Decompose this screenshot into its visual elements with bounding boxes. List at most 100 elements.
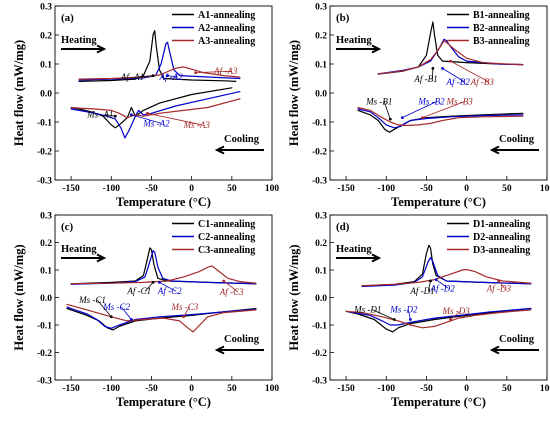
heating-label: Heating <box>61 244 97 255</box>
annotation-label: Af -B1 <box>413 74 437 84</box>
annotation-arrow <box>442 68 465 83</box>
annotation-arrow-head <box>431 66 435 70</box>
y-tick-label: 0.1 <box>315 61 327 71</box>
annotation-label: Ms -C1 <box>78 295 106 305</box>
annotation-label: Af -D1 <box>409 286 434 296</box>
legend-entry: D3-annealing <box>473 245 530 256</box>
panel-label: (b) <box>336 12 350 24</box>
series-b3-annealing-cooling-curve <box>357 106 524 127</box>
annotation-label: Ms -D1 <box>353 305 381 315</box>
x-tick-label: 0 <box>464 384 469 394</box>
annotation-label: Ms -C3 <box>171 302 199 312</box>
y-tick-label: -0.2 <box>312 148 327 158</box>
annotation-arrow <box>138 75 154 78</box>
cooling-arrow <box>214 145 264 155</box>
annotation-arrow <box>96 299 112 318</box>
legend-entry: C1-annealing <box>198 219 255 230</box>
series-c1-annealing-cooling-curve <box>66 307 257 331</box>
annotation-arrow <box>195 70 233 74</box>
annotation-arrow-head <box>194 71 198 75</box>
x-tick-label: 100 <box>265 184 280 194</box>
series-d2-annealing-cooling-curve <box>345 307 532 326</box>
cooling-label: Cooling <box>499 334 535 345</box>
series-d3-annealing-cooling-curve <box>345 309 532 329</box>
annotation-arrow <box>450 60 489 83</box>
annotation-arrow-head <box>441 66 444 70</box>
y-tick-label: 0.3 <box>315 3 327 13</box>
panel-b: -150 -100 -50 0 50 100 -0.3 -0.2 -0.1 0.0 0.1 0.2 0.… <box>287 3 550 210</box>
annotation-arrow-head <box>222 279 226 283</box>
legend-entry: B3-annealing <box>473 36 530 47</box>
series-a2-annealing-cooling-curve <box>70 91 241 139</box>
legend-entry: D1-annealing <box>473 219 530 230</box>
cooling-arrow <box>489 345 539 355</box>
annotation-label: Ms -B2 <box>417 97 445 107</box>
cooling-arrow <box>489 145 539 155</box>
series-b3-annealing-heating-curve <box>377 40 524 75</box>
heating-label: Heating <box>336 244 372 255</box>
series-c3-annealing-heating-curve <box>70 265 257 285</box>
annotation-arrow <box>147 112 202 126</box>
cooling-label: Cooling <box>224 334 260 345</box>
y-axis-title: Heat flow (mW/mg) <box>287 244 301 350</box>
series-d3-annealing-heating-curve <box>361 268 532 287</box>
series-c2-annealing-heating-curve <box>70 250 257 285</box>
annotation-arrow-head <box>400 116 404 120</box>
y-tick-label: -0.1 <box>37 322 52 332</box>
x-tick-label: -100 <box>378 384 396 394</box>
legend-entry: A1-annealing <box>198 10 255 21</box>
panel-label: (d) <box>336 221 350 233</box>
y-tick-label: 0.3 <box>315 212 327 222</box>
annotation-arrow <box>223 280 239 293</box>
annotation-label: Af -C2 <box>157 286 182 296</box>
legend-entry: C2-annealing <box>198 232 255 243</box>
legend-entry: B2-annealing <box>473 23 530 34</box>
y-tick-label: -0.3 <box>312 377 327 387</box>
y-tick-label: 0.2 <box>315 32 327 42</box>
y-tick-label: -0.2 <box>37 349 52 359</box>
y-tick-label: -0.1 <box>312 119 327 129</box>
annotation-arrow <box>498 280 506 289</box>
annotation-arrow-head <box>421 116 424 120</box>
annotation-arrow-head <box>151 74 155 77</box>
y-tick-label: -0.1 <box>37 119 52 129</box>
x-axis-title: Temperature (°C) <box>391 395 486 409</box>
annotation-arrow-head <box>497 279 501 283</box>
y-tick-label: 0.2 <box>40 32 52 42</box>
x-tick-label: -150 <box>337 184 355 194</box>
x-tick-label: -50 <box>145 184 158 194</box>
panel-c: -150 -100 -50 0 50 100 -0.3 -0.2 -0.1 0.0 0.1 0.2 0.… <box>12 212 279 410</box>
y-tick-label: -0.2 <box>37 148 52 158</box>
cooling-arrow <box>214 345 264 355</box>
annotation-arrow <box>371 309 395 320</box>
annotation-arrow <box>159 282 177 292</box>
x-tick-label: -100 <box>103 384 121 394</box>
annotation-arrow <box>131 114 162 124</box>
x-axis-title: Temperature (°C) <box>391 195 486 209</box>
annotation-arrow-head <box>113 114 117 118</box>
annotation-arrow <box>427 280 431 292</box>
annotation-arrow-head <box>449 59 452 63</box>
y-tick-label: 0.0 <box>315 90 327 100</box>
annotation-label: Ms -D2 <box>389 305 418 315</box>
y-tick-label: 0.3 <box>40 3 52 13</box>
annotation-arrow <box>422 101 465 119</box>
annotation-arrow-head <box>182 315 185 319</box>
series-a3-annealing-cooling-curve <box>70 98 241 119</box>
panel-d: -150 -100 -50 0 50 100 -0.3 -0.2 -0.1 0.0 0.1 0.2 0.… <box>287 212 550 410</box>
annotation-label: Af -D3 <box>486 283 512 293</box>
annotation-label: Af -A1 <box>120 72 144 82</box>
cooling-label: Cooling <box>499 134 535 145</box>
x-tick-label: 100 <box>540 184 550 194</box>
legend-entry: D2-annealing <box>473 232 530 243</box>
x-tick-label: 50 <box>227 184 237 194</box>
annotation-arrow <box>402 101 437 119</box>
heating-label: Heating <box>336 35 372 46</box>
legend-entry: A2-annealing <box>198 23 255 34</box>
annotation-arrow <box>105 114 116 117</box>
y-tick-label: 0.1 <box>40 61 52 71</box>
annotation-arrow-head <box>166 74 169 77</box>
series-a2-annealing-heating-curve <box>78 41 241 81</box>
annotation-arrow <box>183 306 190 317</box>
annotation-label: Af -C3 <box>219 287 244 297</box>
